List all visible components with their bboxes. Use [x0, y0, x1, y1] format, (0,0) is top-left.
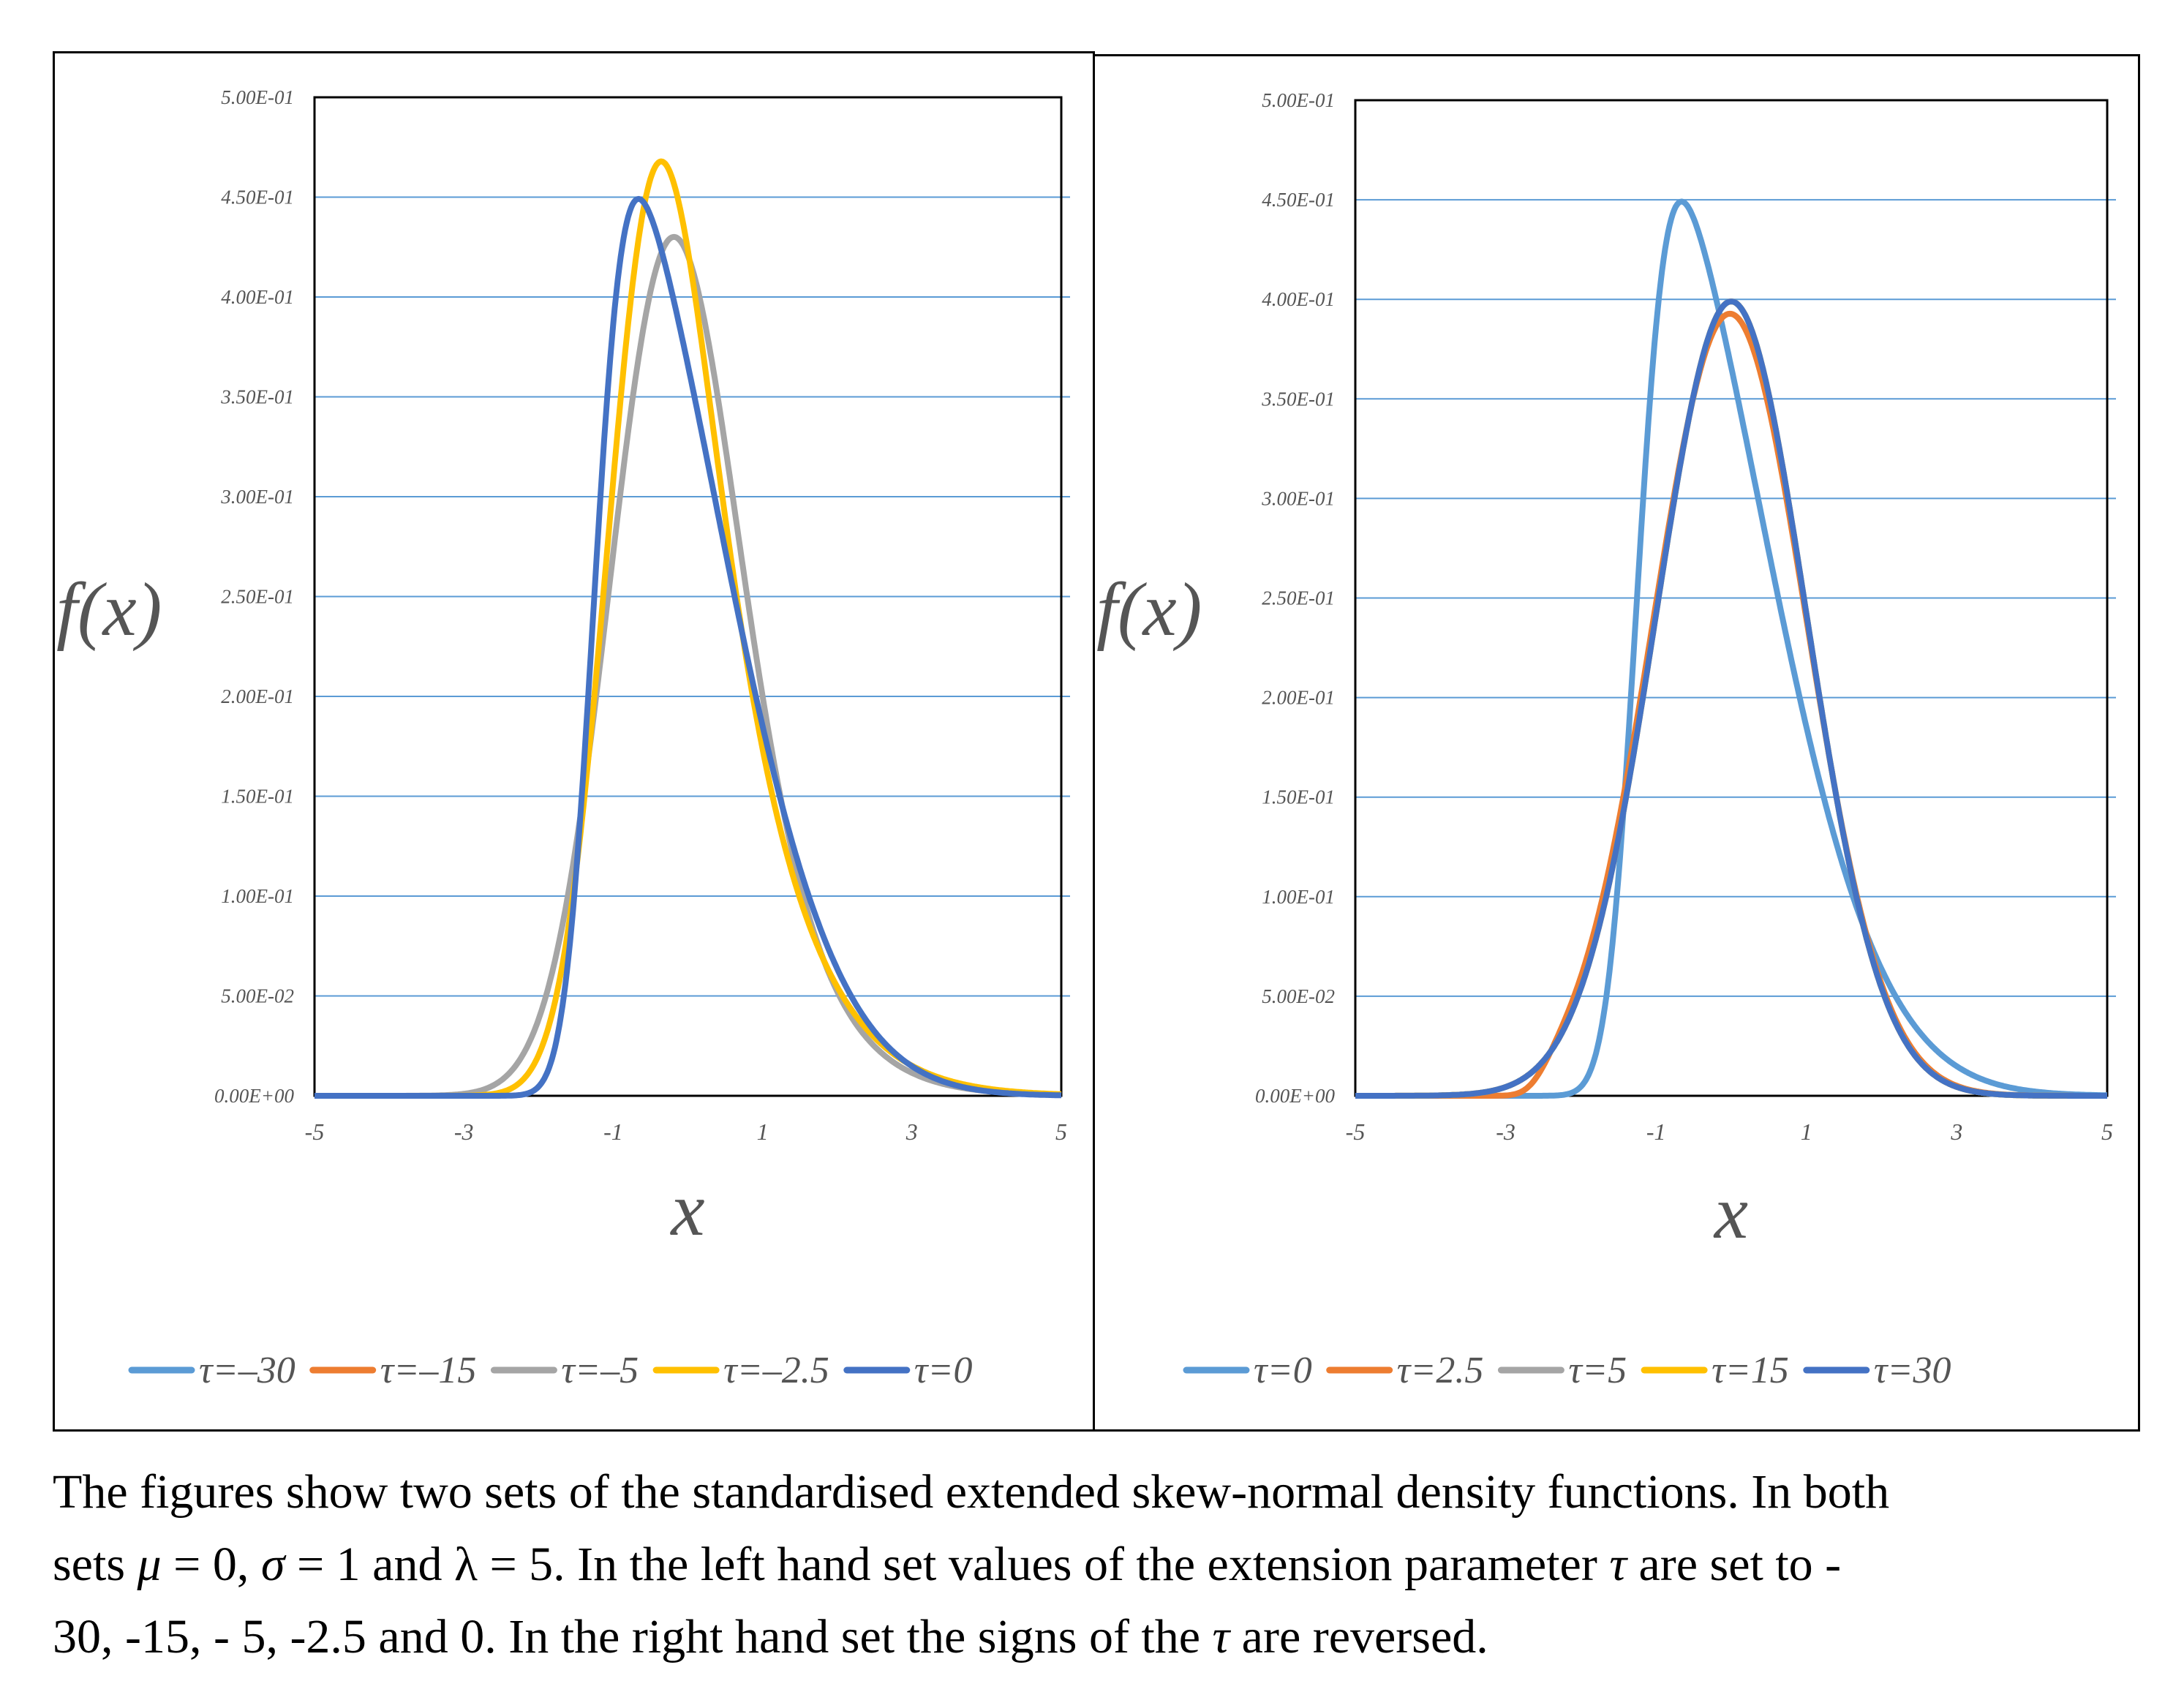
left-legend-label-3: τ=–2.5: [723, 1350, 829, 1391]
left-plot-area: [313, 96, 1063, 1097]
left-y-tick-label: 2.50E-01: [221, 586, 294, 608]
left-x-tick-label: -3: [454, 1118, 474, 1145]
right-chart: 0.00E+00 5.00E-02 1.00E-01 1.50E-01 2.00E-01…: [1096, 89, 2116, 1391]
right-x-tick-label: 3: [1950, 1118, 1962, 1145]
right-y-tick-label: 5.00E-02: [1262, 985, 1335, 1007]
caption-line-2b: = 0,: [161, 1538, 261, 1591]
left-y-tick-label: 5.00E-01: [221, 86, 294, 108]
left-y-tick-label: 3.50E-01: [220, 386, 294, 408]
right-y-axis-label: f(x): [1096, 568, 1202, 652]
figure-caption: The figures show two sets of the standar…: [53, 1456, 2159, 1673]
left-legend-label-4: τ=0: [914, 1350, 973, 1391]
right-y-tick-label: 4.00E-01: [1262, 288, 1335, 310]
left-chart: 0.00E+00 5.00E-02 1.00E-01 1.50E-01 2.00E-01…: [55, 53, 1070, 1391]
left-legend-label-2: τ=–5: [561, 1350, 639, 1391]
left-x-tick-label: 1: [757, 1118, 769, 1145]
right-x-tick-label: 1: [1801, 1118, 1812, 1145]
left-x-axis-label: x: [669, 1167, 704, 1252]
right-plot-area: [1354, 99, 2109, 1097]
left-legend-label-1: τ=–15: [380, 1350, 477, 1391]
left-x-tick-label: -1: [603, 1118, 623, 1145]
left-y-tick-label: 1.50E-01: [221, 786, 294, 808]
right-series-line-1: [1354, 310, 2109, 1099]
right-legend-label-4: τ=30: [1874, 1350, 1951, 1391]
left-x-tick-label: 3: [905, 1118, 918, 1145]
caption-line-3b: are reversed.: [1230, 1610, 1488, 1663]
right-x-tick-label: -1: [1646, 1118, 1666, 1145]
left-y-tick-label: 1.00E-01: [221, 885, 294, 907]
caption-sigma-symbol: σ: [260, 1538, 285, 1591]
right-x-tick-label: -5: [1346, 1118, 1366, 1145]
right-y-tick-label: 2.50E-01: [1262, 587, 1335, 609]
caption-mu-symbol: μ: [137, 1538, 162, 1591]
caption-line-2d: are set to -: [1626, 1538, 1842, 1591]
right-series-line-2: [1354, 298, 2109, 1099]
right-y-tick-label: 2.00E-01: [1262, 687, 1335, 709]
left-y-tick-label: 2.00E-01: [221, 685, 294, 707]
right-series-line-4: [1354, 298, 2109, 1099]
right-y-tick-label: 5.00E-01: [1262, 89, 1335, 111]
right-x-axis-label: x: [1713, 1170, 1748, 1255]
right-series-line-0: [1354, 198, 2109, 1099]
right-y-tick-label: 0.00E+00: [1255, 1085, 1335, 1107]
right-y-tick-label: 3.50E-01: [1261, 388, 1335, 410]
caption-line-3a: 30, -15, - 5, -2.5 and 0. In the right h…: [53, 1610, 1213, 1663]
left-series-line-4: [313, 195, 1063, 1099]
left-y-axis-label: f(x): [56, 568, 162, 652]
left-y-tick-label: 4.50E-01: [221, 187, 294, 208]
left-x-tick-label: -5: [305, 1118, 325, 1145]
right-y-tick-label: 1.50E-01: [1262, 786, 1335, 808]
left-series-line-3: [313, 158, 1063, 1099]
right-legend-label-3: τ=15: [1712, 1350, 1789, 1391]
caption-line-2a: sets: [53, 1538, 138, 1591]
right-legend-label-2: τ=5: [1568, 1350, 1627, 1391]
left-y-tick-label: 0.00E+00: [214, 1085, 294, 1107]
caption-line-2c: = 1 and λ = 5. In the left hand set valu…: [285, 1538, 1610, 1591]
right-y-tick-label: 1.00E-01: [1262, 886, 1335, 908]
right-x-tick-label: -3: [1496, 1118, 1515, 1145]
right-x-tick-label: 5: [2101, 1118, 2113, 1145]
left-y-tick-label: 3.00E-01: [220, 486, 294, 508]
left-chart-panel: 0.00E+00 5.00E-02 1.00E-01 1.50E-01 2.00E-01…: [53, 51, 1095, 1432]
right-series-line-3: [1354, 298, 2109, 1099]
right-y-tick-label: 4.50E-01: [1262, 189, 1335, 211]
caption-tau-symbol: τ: [1609, 1538, 1627, 1591]
right-chart-panel: 0.00E+00 5.00E-02 1.00E-01 1.50E-01 2.00E-01…: [1093, 54, 2140, 1432]
left-x-tick-label: 5: [1055, 1118, 1067, 1145]
caption-line-1: The figures show two sets of the standar…: [53, 1465, 1890, 1519]
right-legend-label-0: τ=0: [1254, 1350, 1312, 1391]
left-y-tick-label: 4.00E-01: [221, 286, 294, 308]
left-y-tick-label: 5.00E-02: [221, 985, 294, 1007]
left-legend-label-0: τ=–30: [199, 1350, 295, 1391]
caption-tau-symbol-2: τ: [1212, 1610, 1230, 1663]
right-legend-label-1: τ=2.5: [1397, 1350, 1484, 1391]
right-y-tick-label: 3.00E-01: [1261, 487, 1335, 509]
